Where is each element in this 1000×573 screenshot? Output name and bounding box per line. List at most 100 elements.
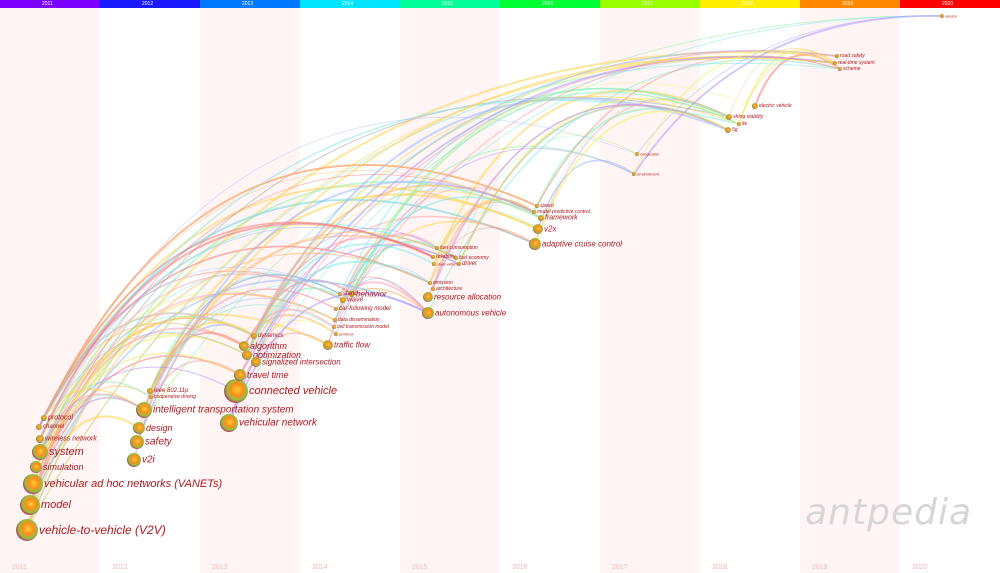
keyword-node[interactable] <box>338 292 342 296</box>
year-color-bar: 2011 2012 2013 2014 2015 2016 2017 2018 2019 2020 <box>0 0 1000 8</box>
keyword-node[interactable] <box>737 122 741 126</box>
year-bar-label: 2013 <box>242 1 254 7</box>
keyword-label: adaptive cruise control <box>542 239 623 249</box>
keyword-label: protocol <box>339 331 354 337</box>
link-curve <box>143 234 460 411</box>
keyword-label: ieee 802.11p <box>154 388 189 394</box>
link-curve <box>636 15 943 155</box>
keyword-node[interactable] <box>532 210 536 214</box>
year-axis-label: 2014 <box>312 564 328 571</box>
keyword-node[interactable] <box>422 307 434 319</box>
keyword-node[interactable] <box>435 246 439 250</box>
keyword-node[interactable] <box>36 424 42 430</box>
keyword-node[interactable] <box>838 67 842 71</box>
keyword-node[interactable] <box>251 357 261 367</box>
keyword-node[interactable] <box>220 414 238 432</box>
keyword-node[interactable] <box>20 495 40 515</box>
keyword-node[interactable] <box>454 256 458 260</box>
keyword-node[interactable] <box>635 152 639 156</box>
year-bar-label: 2019 <box>842 1 854 7</box>
keyword-node[interactable] <box>147 388 153 394</box>
watermark-logo: antpedia <box>805 492 972 533</box>
keyword-node[interactable] <box>334 307 338 311</box>
keyword-node[interactable] <box>23 474 43 494</box>
keyword-label: wave <box>347 296 364 304</box>
keyword-node[interactable] <box>130 435 144 449</box>
keyword-node[interactable] <box>428 281 432 285</box>
keyword-node[interactable] <box>726 114 732 120</box>
keyword-label: lte <box>742 121 748 127</box>
link-curve <box>537 159 635 230</box>
keyword-node[interactable] <box>431 287 435 291</box>
year-column-2019 <box>800 8 900 573</box>
keyword-node[interactable] <box>538 215 544 221</box>
keyword-node[interactable] <box>334 332 338 336</box>
keyword-node[interactable] <box>127 453 141 467</box>
keyword-label: string stability <box>733 114 764 120</box>
keyword-node[interactable] <box>529 238 541 250</box>
keyword-label: fuel economy <box>459 255 489 261</box>
keyword-label: simulation <box>43 462 84 472</box>
keyword-node[interactable] <box>133 422 145 434</box>
keyword-node[interactable] <box>224 379 248 403</box>
keyword-node[interactable] <box>30 461 42 473</box>
keyword-node[interactable] <box>349 291 355 297</box>
keyword-node[interactable] <box>457 262 461 266</box>
keyword-node[interactable] <box>835 54 839 58</box>
link-curve <box>427 104 729 298</box>
keyword-node[interactable] <box>242 350 252 360</box>
keyword-node[interactable] <box>41 415 47 421</box>
link-curve <box>136 180 535 443</box>
keyword-node[interactable] <box>432 262 436 266</box>
year-bar-label: 2017 <box>642 1 654 7</box>
link-curve <box>432 198 535 290</box>
keyword-label: stand <box>343 291 358 297</box>
keyword-node[interactable] <box>752 103 758 109</box>
keyword-label: framework <box>545 214 578 222</box>
keyword-label: traffic flow <box>334 340 371 350</box>
keyword-label: cell transmission model <box>337 324 389 330</box>
keyword-label: optimization <box>253 350 302 360</box>
link-curve <box>534 98 730 245</box>
year-column-2018 <box>700 8 800 573</box>
year-bar-label: 2016 <box>542 1 554 7</box>
link-curve <box>246 96 740 356</box>
keyword-label: v2i <box>142 454 155 466</box>
keyword-label: speed <box>540 203 554 209</box>
keyword-node[interactable] <box>632 172 636 176</box>
keyword-node[interactable] <box>32 444 48 460</box>
keyword-node[interactable] <box>149 395 153 399</box>
keyword-node[interactable] <box>533 224 543 234</box>
keyword-label: system <box>49 446 84 458</box>
keyword-node[interactable] <box>340 297 346 303</box>
keyword-node[interactable] <box>833 61 837 65</box>
keyword-label: model predictive control <box>537 209 590 215</box>
keyword-node[interactable] <box>323 340 333 350</box>
keyword-node[interactable] <box>36 435 44 443</box>
link-curve <box>43 322 245 419</box>
keyword-label: intelligent transportation system <box>153 404 294 416</box>
keyword-node[interactable] <box>431 255 435 259</box>
keyword-node[interactable] <box>251 333 257 339</box>
year-bar-label: 2018 <box>742 1 754 7</box>
keyword-node[interactable] <box>423 292 433 302</box>
keyword-node[interactable] <box>16 519 38 541</box>
link-curve <box>150 288 337 398</box>
keyword-node[interactable] <box>535 204 539 208</box>
keyword-label: travel time <box>247 370 289 380</box>
keyword-node[interactable] <box>940 14 944 18</box>
link-curve <box>26 252 431 531</box>
keyword-node[interactable] <box>725 127 731 133</box>
keyword-node[interactable] <box>239 341 249 351</box>
keyword-label: fuel consumption <box>440 245 478 251</box>
keyword-node[interactable] <box>234 369 246 381</box>
link-curve <box>633 50 836 175</box>
keyword-node[interactable] <box>332 325 336 329</box>
year-bar-2017: 2017 <box>600 0 700 8</box>
keyword-label: v2x <box>544 224 557 234</box>
keyword-label: signalized intersection <box>262 357 341 367</box>
link-curve <box>39 393 145 453</box>
keyword-node[interactable] <box>136 402 152 418</box>
keyword-node[interactable] <box>333 318 337 322</box>
